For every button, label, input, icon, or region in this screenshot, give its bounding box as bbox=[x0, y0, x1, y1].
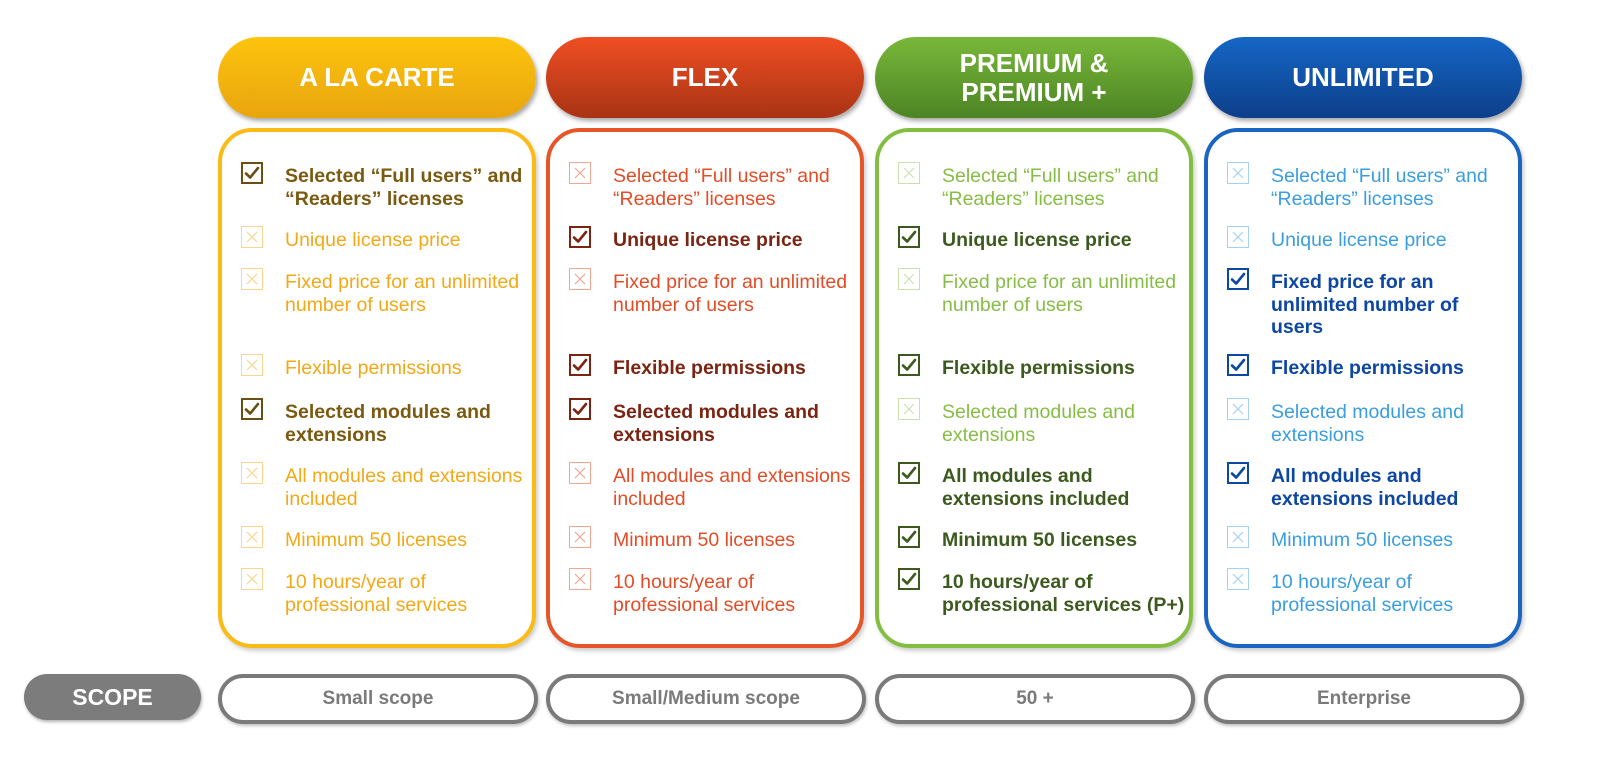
plan-features-card: Selected “Full users” and “Readers” lice… bbox=[1204, 128, 1522, 648]
feature-label: All modules and extensions included bbox=[285, 465, 523, 510]
checkmark-icon bbox=[898, 526, 920, 548]
plan-column-flex: FLEX Selected “Full users” and “Readers”… bbox=[546, 0, 866, 782]
feature-label: Minimum 50 licenses bbox=[285, 529, 468, 551]
feature-label: Flexible permissions bbox=[942, 357, 1135, 379]
cross-icon bbox=[1227, 526, 1249, 548]
feature-label: Fixed price for an unlimited number of u… bbox=[1271, 271, 1459, 338]
checkmark-icon bbox=[569, 354, 591, 376]
checkmark-icon bbox=[569, 226, 591, 248]
cross-icon bbox=[569, 268, 591, 290]
scope-value: Small scope bbox=[218, 674, 538, 724]
scope-value: Small/Medium scope bbox=[546, 674, 866, 724]
feature-label: Selected modules and extensions bbox=[285, 401, 491, 446]
checkmark-icon bbox=[241, 398, 263, 420]
feature-label: Flexible permissions bbox=[1271, 357, 1464, 379]
feature-label: Minimum 50 licenses bbox=[942, 529, 1138, 551]
feature-label: Flexible permissions bbox=[613, 357, 806, 379]
feature-label: 10 hours/year of professional services bbox=[1271, 571, 1454, 616]
cross-icon bbox=[1227, 226, 1249, 248]
feature-label: All modules and extensions included bbox=[613, 465, 851, 510]
cross-icon bbox=[241, 354, 263, 376]
scope-label: SCOPE bbox=[24, 674, 201, 720]
feature-label: Selected modules and extensions bbox=[942, 401, 1135, 446]
plan-features-card: Selected “Full users” and “Readers” lice… bbox=[218, 128, 536, 648]
feature-label: Selected “Full users” and “Readers” lice… bbox=[613, 165, 830, 210]
cross-icon bbox=[569, 462, 591, 484]
cross-icon bbox=[1227, 568, 1249, 590]
checkmark-icon bbox=[898, 354, 920, 376]
cross-icon bbox=[898, 268, 920, 290]
plan-title: FLEX bbox=[546, 37, 864, 118]
checkmark-icon bbox=[898, 568, 920, 590]
feature-label: Minimum 50 licenses bbox=[613, 529, 796, 551]
checkmark-icon bbox=[241, 162, 263, 184]
scope-value: Enterprise bbox=[1204, 674, 1524, 724]
cross-icon bbox=[569, 162, 591, 184]
checkmark-icon bbox=[1227, 354, 1249, 376]
checkmark-icon bbox=[898, 462, 920, 484]
cross-icon bbox=[241, 526, 263, 548]
feature-label: 10 hours/year of professional services bbox=[613, 571, 796, 616]
plan-features-card: Selected “Full users” and “Readers” lice… bbox=[875, 128, 1193, 648]
plan-title: A LA CARTE bbox=[218, 37, 536, 118]
feature-label: Minimum 50 licenses bbox=[1271, 529, 1454, 551]
plan-column-premium: PREMIUM & PREMIUM + Selected “Full users… bbox=[875, 0, 1195, 782]
feature-label: Selected “Full users” and “Readers” lice… bbox=[1271, 165, 1488, 210]
plan-column-unlimited: UNLIMITED Selected “Full users” and “Rea… bbox=[1204, 0, 1524, 782]
feature-label: Unique license price bbox=[1271, 229, 1447, 251]
checkmark-icon bbox=[1227, 462, 1249, 484]
feature-label: Selected modules and extensions bbox=[613, 401, 819, 446]
feature-label: Selected “Full users” and “Readers” lice… bbox=[942, 165, 1159, 210]
plan-features-card: Selected “Full users” and “Readers” lice… bbox=[546, 128, 864, 648]
checkmark-icon bbox=[569, 398, 591, 420]
plan-title: UNLIMITED bbox=[1204, 37, 1522, 118]
feature-label: Unique license price bbox=[285, 229, 461, 251]
feature-label: Fixed price for an unlimited number of u… bbox=[942, 271, 1177, 316]
cross-icon bbox=[898, 162, 920, 184]
feature-label: Fixed price for an unlimited number of u… bbox=[285, 271, 520, 316]
cross-icon bbox=[241, 268, 263, 290]
cross-icon bbox=[898, 398, 920, 420]
cross-icon bbox=[569, 526, 591, 548]
checkmark-icon bbox=[1227, 268, 1249, 290]
cross-icon bbox=[241, 568, 263, 590]
feature-label: All modules and extensions included bbox=[1271, 465, 1459, 510]
feature-label: Unique license price bbox=[942, 229, 1132, 251]
cross-icon bbox=[1227, 398, 1249, 420]
checkmark-icon bbox=[898, 226, 920, 248]
scope-value: 50 + bbox=[875, 674, 1195, 724]
feature-label: Flexible permissions bbox=[285, 357, 462, 379]
cross-icon bbox=[1227, 162, 1249, 184]
cross-icon bbox=[569, 568, 591, 590]
feature-label: Selected “Full users” and “Readers” lice… bbox=[285, 165, 523, 210]
feature-label: All modules and extensions included bbox=[942, 465, 1130, 510]
feature-label: Unique license price bbox=[613, 229, 803, 251]
cross-icon bbox=[241, 462, 263, 484]
feature-label: Fixed price for an unlimited number of u… bbox=[613, 271, 848, 316]
feature-label: 10 hours/year of professional services (… bbox=[942, 571, 1185, 616]
cross-icon bbox=[241, 226, 263, 248]
plan-title: PREMIUM & PREMIUM + bbox=[875, 37, 1193, 118]
feature-label: 10 hours/year of professional services bbox=[285, 571, 468, 616]
feature-label: Selected modules and extensions bbox=[1271, 401, 1464, 446]
plan-column-a-la-carte: A LA CARTE Selected “Full users” and “Re… bbox=[218, 0, 538, 782]
